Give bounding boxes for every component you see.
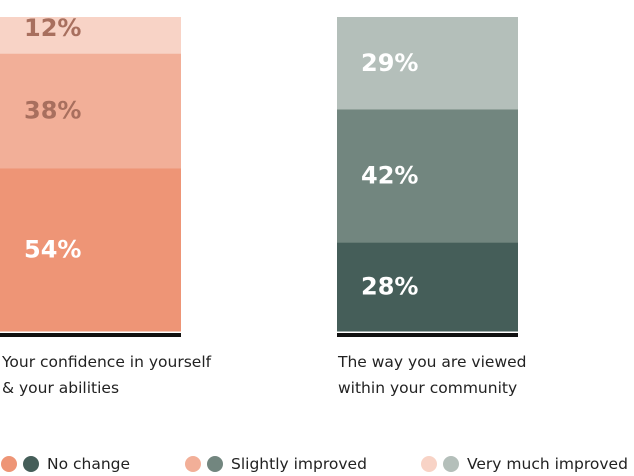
baseline-community [337,333,518,337]
legend-swatch-slightly-improved-a [185,456,201,472]
category-label-confidence-line-2: & your abilities [2,379,120,397]
legend-item-slightly-improved: Slightly improved [185,452,367,476]
bar-segment-confidence-very-much-improved [0,17,181,54]
legend-swatch-very-much-improved-a [421,456,437,472]
data-label-confidence-very-much-improved: 12% [24,14,81,42]
legend-swatch-no-change-b [23,456,39,472]
bar-segment-community-very-much-improved [337,17,518,110]
data-label-confidence-slightly-improved: 38% [24,97,81,125]
legend: No change Slightly improved Very much im… [0,452,634,476]
legend-item-very-much-improved: Very much improved [421,452,628,476]
data-label-community-very-much-improved: 29% [361,49,418,77]
legend-label-no-change: No change [47,455,131,473]
category-label-confidence-line-1: Your confidence in yourself [2,353,212,371]
category-label-community: The way you are viewed within your commu… [338,349,527,401]
baseline-confidence [0,333,181,337]
bar-segment-confidence-slightly-improved [0,53,181,169]
legend-swatch-no-change-a [1,456,17,472]
legend-label-slightly-improved: Slightly improved [231,455,367,473]
data-label-community-no-change: 28% [361,273,418,301]
category-label-community-line-1: The way you are viewed [338,353,527,371]
legend-swatch-slightly-improved-b [207,456,223,472]
category-label-community-line-2: within your community [338,379,518,397]
legend-label-very-much-improved: Very much improved [467,455,628,473]
legend-swatch-very-much-improved-b [443,456,459,472]
legend-item-no-change: No change [1,452,130,476]
category-label-confidence: Your confidence in yourself & your abili… [2,349,211,401]
bar-segment-confidence-no-change [0,167,181,332]
bar-segment-community-no-change [337,242,518,332]
bar-segment-community-slightly-improved [337,108,518,243]
data-label-confidence-no-change: 54% [24,235,81,263]
stacked-bar-chart: 54% 38% 12% 28% 42% 29% [0,14,518,337]
data-label-community-slightly-improved: 42% [361,162,418,190]
